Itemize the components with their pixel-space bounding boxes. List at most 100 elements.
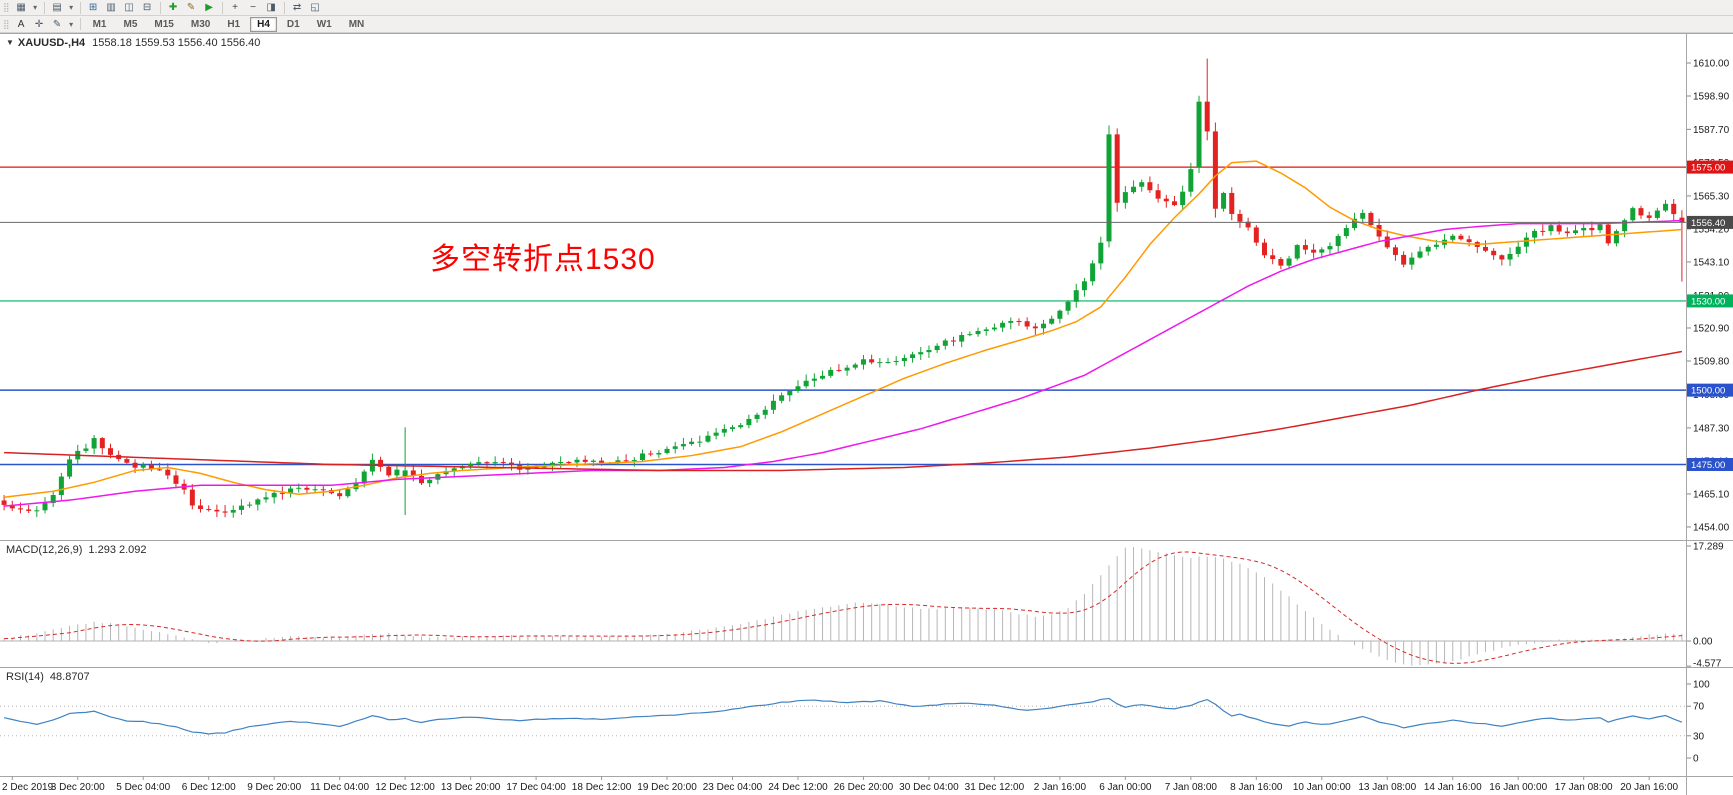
- ma-slow-red: [4, 350, 1683, 472]
- svg-text:10 Jan 00:00: 10 Jan 00:00: [1293, 782, 1351, 793]
- svg-text:17 Jan 08:00: 17 Jan 08:00: [1555, 782, 1613, 793]
- rsi-line: [3, 697, 1683, 735]
- svg-text:1520.90: 1520.90: [1693, 323, 1730, 334]
- toolbar-drag-handle[interactable]: ⣿: [3, 18, 10, 29]
- toolbar-separator: [79, 1, 81, 14]
- autotrading-button[interactable]: ▶: [205, 2, 213, 13]
- svg-text:16 Jan 00:00: 16 Jan 00:00: [1489, 782, 1547, 793]
- price-axis[interactable]: 1610.001598.901587.701576.501565.301554.…: [1687, 59, 1733, 765]
- panel-borders: [0, 33, 1733, 795]
- data-window-button[interactable]: ▥: [106, 2, 116, 13]
- line-studies-periods-toolbar: ⣿ A ✛ ✎ ▾ M1 M5 M15 M30 H1 H4 D1 W1 MN: [0, 16, 1733, 33]
- moving-averages: [4, 160, 1683, 507]
- svg-text:11 Dec 04:00: 11 Dec 04:00: [310, 782, 369, 793]
- svg-text:17 Dec 04:00: 17 Dec 04:00: [506, 782, 566, 793]
- svg-text:1575.00: 1575.00: [1691, 163, 1725, 174]
- timeframe-h4[interactable]: H4: [250, 16, 277, 32]
- price-level-lines: [0, 166, 1686, 466]
- new-order-button[interactable]: ✚: [168, 2, 178, 13]
- macd-signal-line: [4, 551, 1682, 664]
- toolbar-separator: [159, 1, 161, 14]
- svg-text:7 Jan 08:00: 7 Jan 08:00: [1165, 782, 1218, 793]
- svg-text:2 Dec 2019: 2 Dec 2019: [2, 782, 54, 793]
- toolbar-separator: [43, 1, 45, 14]
- svg-text:5 Dec 04:00: 5 Dec 04:00: [116, 782, 170, 793]
- timeframe-m1[interactable]: M1: [92, 18, 107, 30]
- full-screen-button[interactable]: ◱: [310, 2, 320, 13]
- market-watch-button[interactable]: ⊞: [88, 2, 98, 13]
- chart-window: 1610.001598.901587.701576.501565.301554.…: [0, 33, 1733, 795]
- new-chart-button[interactable]: ▦: [16, 2, 26, 13]
- svg-text:19 Dec 20:00: 19 Dec 20:00: [637, 782, 697, 793]
- ma-fast-orange: [4, 160, 1682, 498]
- new-chart-dropdown-button[interactable]: ▾: [33, 3, 38, 12]
- svg-text:9 Dec 20:00: 9 Dec 20:00: [247, 782, 301, 793]
- candlesticks: [1, 58, 1685, 518]
- price-badge-1575.00: [1687, 160, 1733, 174]
- svg-text:23 Dec 04:00: 23 Dec 04:00: [703, 782, 763, 793]
- chart-text-annotation[interactable]: 多空转折点1530: [430, 243, 656, 276]
- svg-text:1487.30: 1487.30: [1693, 423, 1730, 434]
- svg-text:13 Jan 08:00: 13 Jan 08:00: [1358, 782, 1416, 793]
- svg-text:1587.70: 1587.70: [1693, 125, 1730, 136]
- svg-text:30 Dec 04:00: 30 Dec 04:00: [899, 782, 959, 793]
- svg-text:31 Dec 12:00: 31 Dec 12:00: [965, 782, 1025, 793]
- svg-text:8 Jan 16:00: 8 Jan 16:00: [1230, 782, 1283, 793]
- toolbar-separator: [283, 1, 285, 14]
- svg-text:1454.00: 1454.00: [1693, 522, 1730, 533]
- cascade-windows-button[interactable]: ⇄: [292, 2, 302, 13]
- zoom-in-button[interactable]: +: [232, 2, 239, 13]
- metaeditor-button[interactable]: ✎: [186, 2, 196, 13]
- svg-text:1565.30: 1565.30: [1693, 191, 1730, 202]
- timeframe-d1[interactable]: D1: [286, 18, 300, 30]
- terminal-button[interactable]: ⊟: [142, 2, 152, 13]
- price-badge-1556.40: [1687, 215, 1733, 229]
- svg-text:26 Dec 20:00: 26 Dec 20:00: [834, 782, 894, 793]
- svg-text:13 Dec 20:00: 13 Dec 20:00: [441, 782, 501, 793]
- standard-toolbar: ⣿ ▦ ▾ ▤ ▾ ⊞ ▥ ◫ ⊟ ✚ ✎ ▶ + − ◨ ⇄ ◱: [0, 0, 1733, 16]
- timeframe-mn[interactable]: MN: [348, 18, 365, 30]
- svg-text:0.00: 0.00: [1693, 637, 1713, 648]
- svg-text:1475.00: 1475.00: [1691, 460, 1725, 471]
- profiles-dropdown-button[interactable]: ▾: [69, 3, 74, 12]
- svg-text:0: 0: [1693, 754, 1699, 765]
- svg-text:1500.00: 1500.00: [1691, 386, 1725, 397]
- tile-windows-button[interactable]: ◨: [266, 2, 276, 13]
- navigator-button[interactable]: ◫: [124, 2, 134, 13]
- svg-text:18 Dec 12:00: 18 Dec 12:00: [572, 782, 632, 793]
- price-badge-1500.00: [1687, 383, 1733, 397]
- macd-panel: [0, 546, 1686, 666]
- timeframe-h1[interactable]: H1: [227, 18, 241, 30]
- toolbar-separator: [79, 18, 81, 30]
- draw-tools-button[interactable]: ✎: [52, 18, 62, 30]
- svg-text:1610.00: 1610.00: [1693, 59, 1730, 70]
- profiles-button[interactable]: ▤: [52, 2, 62, 13]
- svg-text:1598.90: 1598.90: [1693, 92, 1730, 103]
- crosshair-tool-button[interactable]: ✛: [34, 18, 44, 30]
- svg-text:1554.20: 1554.20: [1693, 224, 1730, 235]
- timeframe-w1[interactable]: W1: [316, 18, 332, 30]
- svg-text:1556.40: 1556.40: [1691, 218, 1725, 229]
- svg-text:6 Jan 00:00: 6 Jan 00:00: [1099, 782, 1152, 793]
- svg-text:24 Dec 12:00: 24 Dec 12:00: [768, 782, 828, 793]
- text-label-tool-button[interactable]: A: [17, 18, 25, 30]
- zoom-out-button[interactable]: −: [250, 2, 257, 13]
- svg-text:1509.80: 1509.80: [1693, 356, 1730, 367]
- timeframe-m15[interactable]: M15: [154, 18, 174, 30]
- svg-text:12 Dec 12:00: 12 Dec 12:00: [375, 782, 435, 793]
- svg-text:1530.00: 1530.00: [1691, 296, 1725, 307]
- timeframe-m30[interactable]: M30: [190, 18, 211, 30]
- chart-canvas[interactable]: 1610.001598.901587.701576.501565.301554.…: [0, 33, 1733, 795]
- toolbar-drag-handle[interactable]: ⣿: [3, 2, 10, 12]
- svg-text:2 Jan 16:00: 2 Jan 16:00: [1034, 782, 1087, 793]
- timeframe-m5[interactable]: M5: [123, 18, 138, 30]
- svg-text:14 Jan 16:00: 14 Jan 16:00: [1424, 782, 1482, 793]
- svg-text:-4.577: -4.577: [1693, 659, 1722, 670]
- svg-text:3 Dec 20:00: 3 Dec 20:00: [51, 782, 105, 793]
- price-badge-1530.00: [1687, 294, 1733, 308]
- ma-mid-magenta: [4, 219, 1682, 507]
- svg-text:1465.10: 1465.10: [1693, 489, 1730, 500]
- draw-tools-dropdown-button[interactable]: ▾: [69, 19, 74, 29]
